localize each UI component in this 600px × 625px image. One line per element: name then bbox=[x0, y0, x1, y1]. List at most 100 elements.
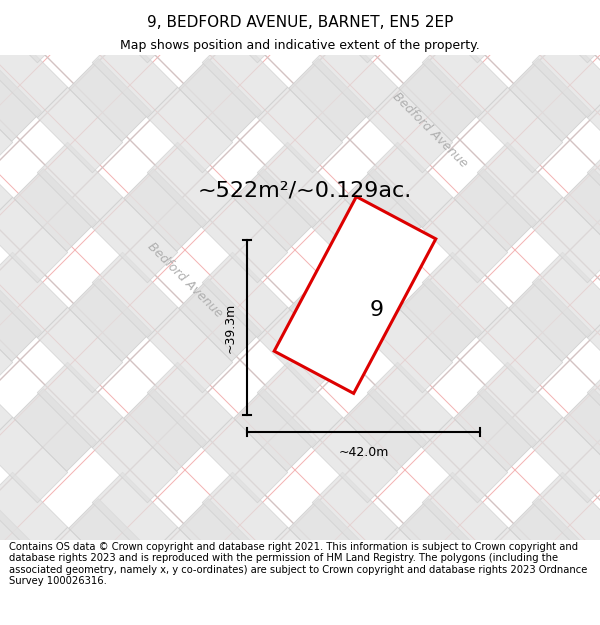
Polygon shape bbox=[563, 389, 600, 471]
Polygon shape bbox=[563, 609, 600, 625]
Polygon shape bbox=[587, 362, 600, 448]
Polygon shape bbox=[147, 362, 233, 448]
Polygon shape bbox=[233, 169, 316, 251]
Polygon shape bbox=[68, 279, 151, 361]
Polygon shape bbox=[68, 59, 151, 141]
Polygon shape bbox=[532, 0, 600, 62]
Polygon shape bbox=[37, 582, 123, 625]
Polygon shape bbox=[587, 528, 600, 612]
Polygon shape bbox=[422, 32, 508, 118]
Polygon shape bbox=[289, 279, 371, 361]
Polygon shape bbox=[312, 253, 398, 338]
Polygon shape bbox=[0, 528, 13, 612]
Polygon shape bbox=[344, 389, 427, 471]
Polygon shape bbox=[0, 88, 13, 172]
Polygon shape bbox=[509, 279, 592, 361]
Text: Map shows position and indicative extent of the property.: Map shows position and indicative extent… bbox=[120, 39, 480, 51]
Polygon shape bbox=[124, 169, 206, 251]
Polygon shape bbox=[179, 279, 262, 361]
Polygon shape bbox=[454, 169, 536, 251]
Polygon shape bbox=[367, 0, 453, 8]
Text: Bedford Avenue: Bedford Avenue bbox=[145, 240, 225, 320]
Polygon shape bbox=[587, 0, 600, 8]
Polygon shape bbox=[257, 308, 343, 392]
Polygon shape bbox=[147, 0, 233, 8]
Polygon shape bbox=[274, 197, 436, 393]
Polygon shape bbox=[37, 362, 123, 448]
Polygon shape bbox=[532, 253, 600, 338]
Polygon shape bbox=[367, 582, 453, 625]
Polygon shape bbox=[398, 59, 481, 141]
Polygon shape bbox=[257, 528, 343, 612]
Polygon shape bbox=[14, 0, 97, 31]
Polygon shape bbox=[0, 308, 13, 392]
Polygon shape bbox=[532, 198, 600, 282]
Polygon shape bbox=[92, 472, 178, 558]
Polygon shape bbox=[367, 362, 453, 448]
Polygon shape bbox=[422, 472, 508, 558]
Polygon shape bbox=[289, 499, 371, 581]
Polygon shape bbox=[312, 418, 398, 502]
Polygon shape bbox=[37, 88, 123, 172]
Polygon shape bbox=[233, 609, 316, 625]
Polygon shape bbox=[0, 418, 68, 502]
Text: ~42.0m: ~42.0m bbox=[338, 446, 389, 459]
Polygon shape bbox=[147, 88, 233, 172]
Polygon shape bbox=[233, 0, 316, 31]
Polygon shape bbox=[92, 418, 178, 502]
Polygon shape bbox=[179, 499, 262, 581]
Polygon shape bbox=[477, 0, 563, 8]
Polygon shape bbox=[233, 389, 316, 471]
Polygon shape bbox=[563, 169, 600, 251]
Polygon shape bbox=[367, 528, 453, 612]
Polygon shape bbox=[422, 198, 508, 282]
Text: Contains OS data © Crown copyright and database right 2021. This information is : Contains OS data © Crown copyright and d… bbox=[9, 542, 587, 586]
Polygon shape bbox=[202, 0, 288, 62]
Polygon shape bbox=[587, 308, 600, 392]
Polygon shape bbox=[454, 389, 536, 471]
Polygon shape bbox=[398, 279, 481, 361]
Text: ~39.3m: ~39.3m bbox=[224, 302, 237, 352]
Polygon shape bbox=[477, 308, 563, 392]
Polygon shape bbox=[14, 389, 97, 471]
Polygon shape bbox=[37, 528, 123, 612]
Polygon shape bbox=[587, 582, 600, 625]
Polygon shape bbox=[509, 499, 592, 581]
Polygon shape bbox=[0, 279, 41, 361]
Polygon shape bbox=[312, 198, 398, 282]
Polygon shape bbox=[344, 609, 427, 625]
Polygon shape bbox=[14, 169, 97, 251]
Text: Bedford Avenue: Bedford Avenue bbox=[390, 90, 470, 170]
Polygon shape bbox=[477, 528, 563, 612]
Polygon shape bbox=[0, 59, 41, 141]
Polygon shape bbox=[202, 418, 288, 502]
Polygon shape bbox=[0, 582, 13, 625]
Text: ~522m²/~0.129ac.: ~522m²/~0.129ac. bbox=[198, 180, 412, 200]
Polygon shape bbox=[422, 253, 508, 338]
Polygon shape bbox=[202, 472, 288, 558]
Polygon shape bbox=[257, 142, 343, 228]
Polygon shape bbox=[312, 32, 398, 118]
Polygon shape bbox=[0, 499, 41, 581]
Polygon shape bbox=[147, 582, 233, 625]
Polygon shape bbox=[92, 253, 178, 338]
Polygon shape bbox=[0, 362, 13, 448]
Polygon shape bbox=[422, 418, 508, 502]
Polygon shape bbox=[147, 308, 233, 392]
Polygon shape bbox=[587, 142, 600, 228]
Polygon shape bbox=[0, 0, 68, 62]
Polygon shape bbox=[0, 253, 68, 338]
Polygon shape bbox=[124, 389, 206, 471]
Polygon shape bbox=[257, 0, 343, 8]
Polygon shape bbox=[454, 0, 536, 31]
Polygon shape bbox=[0, 472, 68, 558]
Polygon shape bbox=[202, 253, 288, 338]
Polygon shape bbox=[532, 32, 600, 118]
Polygon shape bbox=[147, 528, 233, 612]
Polygon shape bbox=[124, 0, 206, 31]
Polygon shape bbox=[563, 0, 600, 31]
Polygon shape bbox=[202, 198, 288, 282]
Text: 9: 9 bbox=[370, 300, 384, 320]
Polygon shape bbox=[68, 499, 151, 581]
Polygon shape bbox=[367, 142, 453, 228]
